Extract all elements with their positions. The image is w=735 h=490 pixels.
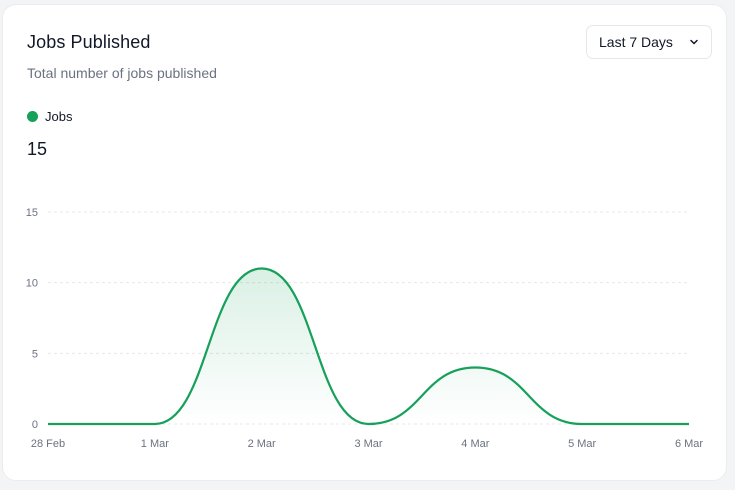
y-tick-label: 5 [32, 348, 38, 360]
card-subtitle: Total number of jobs published [27, 65, 217, 81]
x-tick-label: 6 Mar [675, 438, 703, 450]
date-range-label: Last 7 Days [599, 34, 673, 50]
date-range-select[interactable]: Last 7 Days [586, 25, 712, 59]
legend-dot-jobs [27, 111, 38, 122]
x-tick-label: 4 Mar [461, 438, 489, 450]
y-tick-label: 0 [32, 419, 38, 431]
x-tick-label: 2 Mar [248, 438, 276, 450]
jobs-published-card: Jobs Published Total number of jobs publ… [2, 4, 727, 481]
chart-legend: Jobs [27, 109, 72, 124]
series-line-0 [48, 267, 689, 426]
card-title: Jobs Published [27, 32, 151, 52]
x-tick-label: 3 Mar [354, 438, 382, 450]
x-tick-label: 1 Mar [141, 438, 169, 450]
y-tick-label: 15 [26, 207, 38, 219]
chevron-down-icon [687, 35, 701, 49]
legend-label-jobs: Jobs [45, 109, 73, 124]
series-area-0 [48, 268, 689, 424]
y-tick-label: 10 [26, 278, 38, 290]
x-tick-label: 5 Mar [568, 438, 596, 450]
x-tick-label: 28 Feb [31, 438, 65, 450]
total-jobs-value: 15 [27, 139, 48, 159]
